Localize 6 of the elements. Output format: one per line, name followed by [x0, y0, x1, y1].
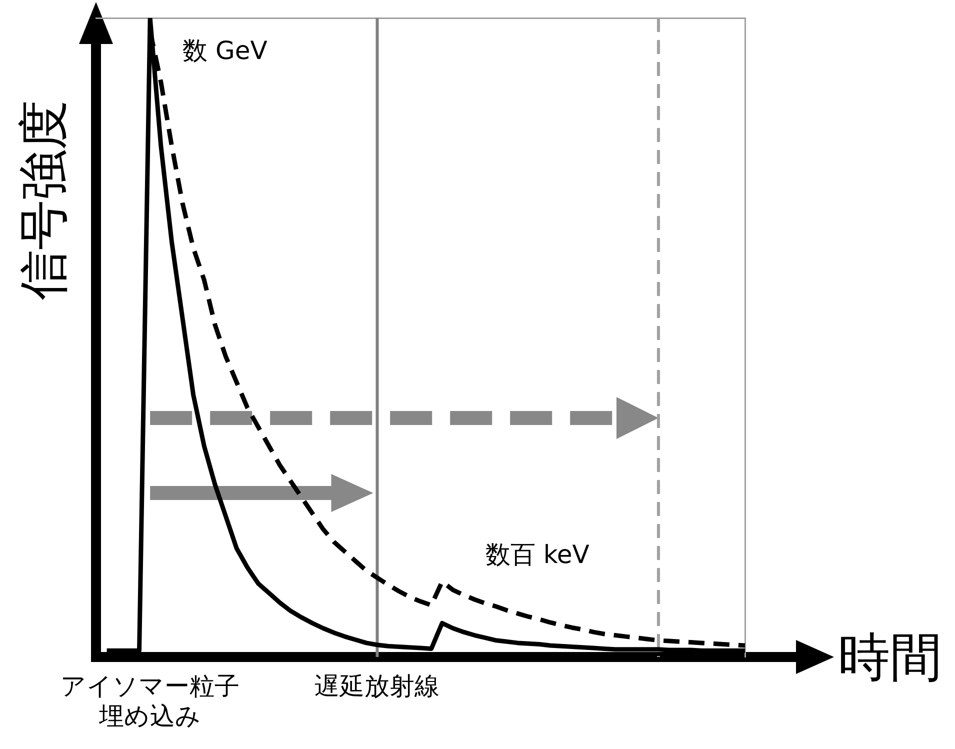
annotation: 数 GeV [182, 35, 268, 67]
y-axis-title: 信号強度 [14, 100, 74, 300]
annotation: 数百 keV [485, 539, 590, 571]
x-axis-title: 時間 [838, 627, 942, 690]
x-tick-label: 遅延放射線 [314, 672, 440, 700]
x-tick-label: アイソマー粒子埋め込み [60, 672, 240, 730]
